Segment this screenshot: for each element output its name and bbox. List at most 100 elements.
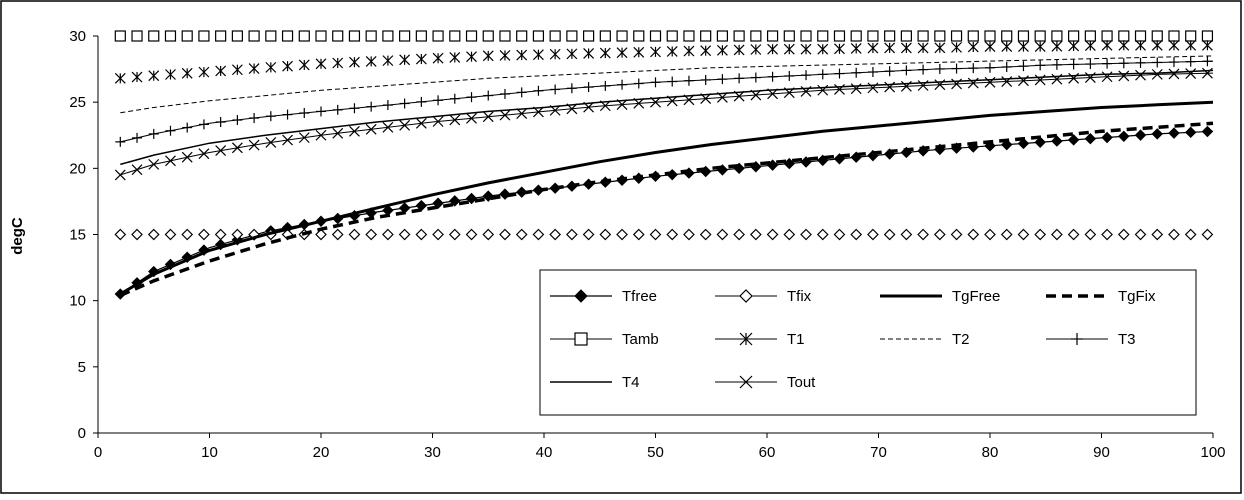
series-point-tout bbox=[616, 99, 628, 110]
series-point-tout bbox=[583, 101, 595, 113]
series-point-tout bbox=[1051, 73, 1063, 85]
axes: 0 5 10 15 20 25 30 0 10 20 30 40 50 60 70 80 90 100 bbox=[69, 28, 1225, 461]
series-point-tout bbox=[967, 77, 979, 89]
series-point-tout bbox=[165, 155, 176, 167]
series-point-tout bbox=[231, 142, 243, 154]
series-point-tamb bbox=[482, 30, 494, 42]
series-point-t3 bbox=[700, 74, 711, 85]
series-point-t3 bbox=[1085, 59, 1096, 70]
series-point-t3 bbox=[232, 115, 243, 126]
series-layer bbox=[114, 30, 1214, 300]
series-point-tout bbox=[951, 78, 962, 90]
series-point-t1 bbox=[800, 43, 812, 55]
series-point-tfix bbox=[1101, 228, 1113, 241]
legend-item-t3: T3 bbox=[1046, 331, 1136, 348]
series-point-tfree bbox=[1084, 132, 1097, 145]
series-point-tfree bbox=[1051, 135, 1063, 147]
series-point-tamb bbox=[549, 30, 561, 42]
series-point-tamb bbox=[1017, 30, 1030, 42]
series-point-tfix bbox=[131, 228, 143, 241]
series-point-t1 bbox=[1202, 39, 1213, 51]
series-point-tfix bbox=[933, 228, 946, 241]
series-point-t1 bbox=[282, 60, 293, 72]
series-point-tout bbox=[934, 79, 946, 91]
x-tick-label: 0 bbox=[94, 444, 102, 461]
legend-label: Tout bbox=[787, 374, 816, 391]
legend-marker bbox=[739, 375, 753, 389]
series-point-t1 bbox=[1034, 41, 1046, 53]
series-point-t1 bbox=[315, 58, 327, 70]
series-point-t1 bbox=[1185, 39, 1197, 51]
series-point-tfix bbox=[214, 228, 227, 241]
series-point-tout bbox=[499, 109, 511, 121]
y-tick-label: 30 bbox=[69, 28, 86, 45]
series-point-t1 bbox=[1001, 41, 1013, 53]
series-point-t1 bbox=[114, 72, 126, 84]
series-point-tfix bbox=[482, 228, 495, 241]
series-point-t1 bbox=[1018, 41, 1029, 53]
series-point-t3 bbox=[115, 136, 126, 147]
series-point-tfix bbox=[1168, 228, 1180, 241]
series-point-tfix bbox=[1051, 228, 1063, 241]
series-point-t3 bbox=[533, 85, 544, 96]
series-point-t3 bbox=[132, 132, 143, 143]
series-point-t1 bbox=[516, 49, 528, 61]
legend: Tfree Tfix TgFree TgFix Tamb T1 T2 T3 T4 Tout bbox=[539, 269, 1197, 416]
legend-marker bbox=[574, 332, 588, 346]
series-point-t3 bbox=[834, 68, 845, 79]
series-point-tout bbox=[1101, 71, 1113, 83]
series-point-tamb bbox=[432, 30, 444, 42]
series-point-tfix bbox=[1084, 228, 1097, 241]
series-point-tout bbox=[198, 148, 210, 160]
series-point-tamb bbox=[131, 30, 143, 42]
series-point-t3 bbox=[717, 74, 728, 85]
series-point-tfree bbox=[1201, 125, 1214, 138]
series-point-tout bbox=[1185, 68, 1197, 80]
series-point-tout bbox=[716, 91, 728, 103]
x-tick-label: 50 bbox=[647, 444, 664, 461]
series-point-tout bbox=[633, 97, 645, 109]
series-point-t3 bbox=[801, 70, 812, 81]
series-point-tfix bbox=[1201, 228, 1214, 241]
series-point-t3 bbox=[884, 66, 895, 77]
series-point-t3 bbox=[1068, 59, 1079, 70]
x-tick-label: 90 bbox=[1093, 444, 1110, 461]
series-point-tamb bbox=[716, 30, 729, 42]
series-tamb bbox=[114, 30, 1214, 42]
series-tgfree bbox=[119, 100, 1214, 296]
series-point-tamb bbox=[633, 30, 645, 42]
series-point-tout bbox=[1068, 72, 1080, 84]
series-point-tfix bbox=[1151, 228, 1164, 241]
series-point-t1 bbox=[583, 48, 595, 59]
series-point-tout bbox=[666, 95, 678, 107]
series-point-t3 bbox=[600, 80, 611, 91]
series-point-tfix bbox=[766, 228, 779, 241]
series-point-tamb bbox=[415, 30, 427, 42]
series-point-t3 bbox=[332, 104, 343, 115]
series-point-tout bbox=[867, 82, 879, 94]
series-point-t1 bbox=[432, 52, 444, 64]
series-point-tout bbox=[1151, 68, 1163, 80]
series-point-tout bbox=[984, 76, 996, 88]
series-point-tfix bbox=[616, 228, 628, 241]
series-point-tamb bbox=[348, 30, 361, 42]
series-point-tfix bbox=[164, 228, 177, 241]
series-point-t1 bbox=[148, 70, 160, 82]
series-line-t2 bbox=[120, 55, 1214, 114]
series-point-tfix bbox=[515, 228, 528, 241]
series-point-t3 bbox=[1185, 56, 1196, 67]
series-point-t3 bbox=[650, 77, 661, 88]
series-point-tamb bbox=[1185, 30, 1197, 42]
series-point-t3 bbox=[316, 106, 326, 117]
series-point-tfix bbox=[900, 228, 913, 241]
series-t2 bbox=[120, 55, 1214, 114]
series-point-tout bbox=[850, 83, 862, 95]
series-point-tamb bbox=[766, 30, 779, 42]
legend-item-tfix: Tfix bbox=[715, 288, 812, 305]
series-point-t1 bbox=[482, 50, 494, 62]
series-point-tout bbox=[248, 139, 260, 151]
series-point-tamb bbox=[516, 30, 528, 42]
series-point-tfix bbox=[1000, 228, 1013, 241]
